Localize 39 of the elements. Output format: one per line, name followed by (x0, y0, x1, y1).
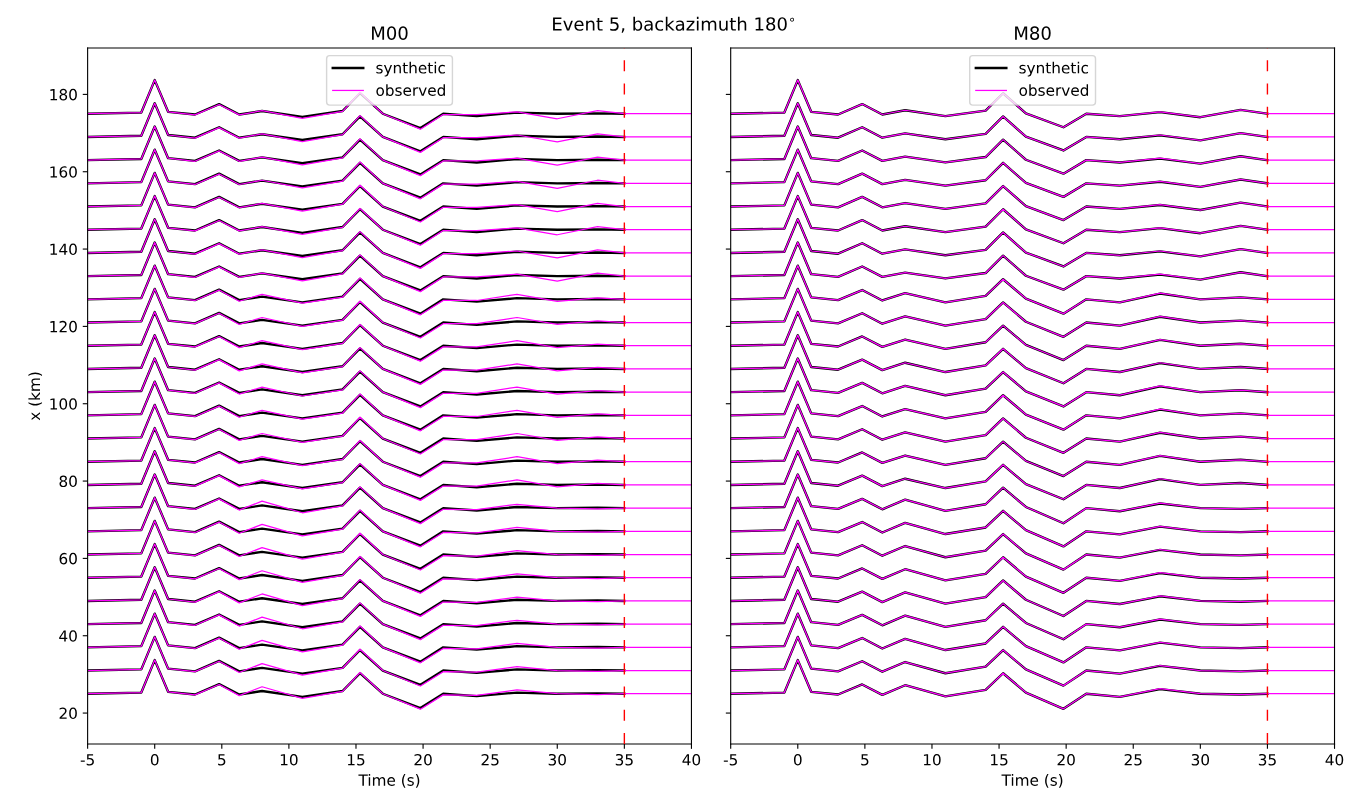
chart-title: M80 (1015, 26, 1051, 40)
chart-title: M00 (372, 26, 408, 40)
x-tick-label: 5 (218, 754, 226, 766)
x-axis-title: Time (s) (1001, 774, 1063, 788)
x-tick-label: 0 (150, 753, 159, 766)
x-tick-label: -5 (80, 754, 94, 766)
y-tick-label: 20 (59, 707, 77, 720)
text: Event 5, backazimuth 180$^{∘}$ (553, 16, 795, 33)
legend-label: synthetic (1019, 61, 1089, 77)
y-tick-label: 80 (59, 475, 77, 488)
y-tick-label: 160 (50, 166, 77, 178)
x-tick-label: 20 (414, 753, 432, 766)
y-tick-label: 140 (50, 243, 77, 256)
x-tick-label: 10 (280, 753, 298, 766)
x-tick-label: 15 (991, 754, 1008, 766)
legend-label: observed (1019, 84, 1089, 96)
y-axis-title: x (km) (28, 372, 43, 421)
x-tick-label: 40 (682, 753, 701, 766)
y-tick-label: 40 (59, 630, 77, 642)
y-tick-label: 180 (50, 88, 77, 101)
x-tick-label: 25 (1124, 753, 1142, 766)
x-tick-label: 15 (347, 754, 365, 766)
legend-label: synthetic (376, 61, 445, 77)
x-tick-label: 30 (548, 753, 566, 766)
x-tick-label: 5 (861, 754, 869, 766)
y-tick-label: 120 (50, 320, 77, 333)
x-tick-label: 25 (481, 753, 499, 766)
x-tick-label: 40 (1325, 753, 1344, 766)
y-tick-label: 100 (50, 398, 77, 410)
x-tick-label: -5 (723, 754, 737, 766)
y-tick-label: 60 (59, 552, 77, 565)
legend-label: observed (376, 84, 445, 96)
x-axis-title: Time (s) (358, 774, 420, 788)
x-tick-label: 0 (793, 753, 802, 766)
x-tick-label: 30 (1191, 753, 1210, 766)
x-tick-label: 35 (615, 753, 633, 766)
x-tick-label: 35 (1258, 753, 1276, 766)
x-tick-label: 20 (1057, 753, 1075, 766)
x-tick-label: 10 (923, 753, 941, 766)
